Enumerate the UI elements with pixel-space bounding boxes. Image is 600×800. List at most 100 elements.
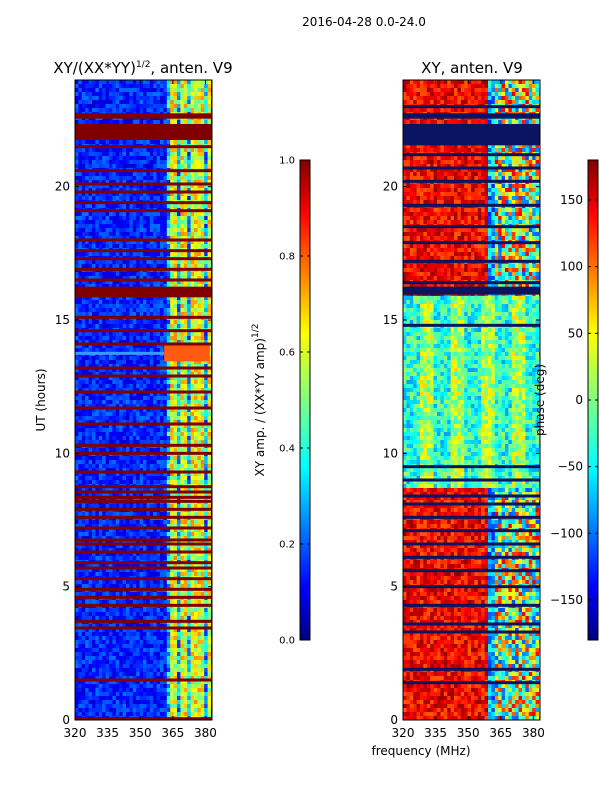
heatmap-cell [119,464,123,469]
heatmap-cell [204,372,208,377]
heatmap-cell [183,368,188,373]
heatmap-cell [88,436,93,441]
heatmap-cell [126,260,130,265]
heatmap-cell [170,492,174,497]
heatmap-cell [78,420,83,425]
heatmap-cell [177,480,181,485]
heatmap-cell [109,252,113,257]
heatmap-cell [115,368,120,373]
heatmap-cell [153,184,157,189]
heatmap-cell [143,296,147,301]
heatmap-cell [95,372,100,377]
heatmap-cell [183,300,188,305]
heatmap-cell [173,456,178,461]
heatmap-cell [109,156,113,161]
heatmap-cell [109,456,113,461]
heatmap-cell [115,84,120,89]
heatmap-cell [98,480,103,485]
heatmap-cell [78,524,83,529]
heatmap-cell [139,368,144,373]
heatmap-cell [75,240,79,245]
heatmap-cell [132,300,137,305]
heatmap-cell [139,396,144,401]
heatmap-cell [88,296,93,301]
heatmap-cell [187,476,191,481]
heatmap-cell [122,384,127,389]
heatmap-cell [160,252,164,257]
heatmap-cell [149,164,154,169]
heatmap-cell [139,152,144,157]
heatmap-cell [207,224,212,229]
heatmap-cell [194,448,198,453]
heatmap-cell [75,476,79,481]
heatmap-cell [194,524,198,529]
heatmap-cell [204,236,208,241]
heatmap-cell [81,216,86,221]
heatmap-cell [139,332,144,337]
heatmap-cell [109,260,113,265]
heatmap-cell [78,180,83,185]
heatmap-cell [163,84,168,89]
heatmap-cell [95,460,100,465]
heatmap-cell [136,480,140,485]
heatmap-cell [163,92,168,97]
heatmap-cell [204,180,208,185]
heatmap-cell [200,88,205,93]
heatmap-cell [177,232,181,237]
heatmap-cell [204,448,208,453]
heatmap-cell [105,228,110,233]
heatmap-cell [92,176,96,181]
heatmap-cell [122,376,127,381]
heatmap-cell [187,312,191,317]
heatmap-cell [112,368,117,373]
heatmap-cell [78,236,83,241]
heatmap-cell [204,544,208,549]
heatmap-cell [146,224,151,229]
heatmap-cell [177,96,181,101]
heatmap-cell [143,192,147,197]
heatmap-cell [143,160,147,165]
heatmap-cell [143,400,147,405]
heatmap-cell [85,152,89,157]
heatmap-cell [115,344,120,349]
heatmap-cell [156,296,161,301]
heatmap-cell [78,104,83,109]
heatmap-cell [180,244,185,249]
heatmap-cell [166,156,171,161]
heatmap-cell [166,176,171,181]
heatmap-cell [183,376,188,381]
heatmap-cell [102,492,106,497]
heatmap-cell [146,540,151,545]
heatmap-cell [187,524,191,529]
heatmap-cell [160,436,164,441]
heatmap-cell [112,528,117,533]
heatmap-cell [190,488,195,493]
heatmap-cell [75,84,79,89]
heatmap-cell [143,204,147,209]
heatmap-cell [197,364,202,369]
heatmap-cell [129,420,134,425]
heatmap-cell [163,156,168,161]
heatmap-cell [166,368,171,373]
heatmap-cell [122,528,127,533]
heatmap-cell [129,296,134,301]
heatmap-cell [136,300,140,305]
heatmap-cell [85,332,89,337]
heatmap-cell [160,348,164,353]
heatmap-cell [160,176,164,181]
heatmap-cell [153,308,157,313]
heatmap-cell [75,96,79,101]
heatmap-cell [194,364,198,369]
heatmap-cell [160,432,164,437]
heatmap-cell [136,308,140,313]
heatmap-cell [194,180,198,185]
heatmap-cell [75,232,79,237]
heatmap-cell [143,464,147,469]
heatmap-cell [139,140,144,145]
heatmap-cell [122,196,127,201]
heatmap-cell [177,552,181,557]
heatmap-cell [115,472,120,477]
heatmap-cell [98,156,103,161]
heatmap-cell [173,556,178,561]
heatmap-cell [92,436,96,441]
